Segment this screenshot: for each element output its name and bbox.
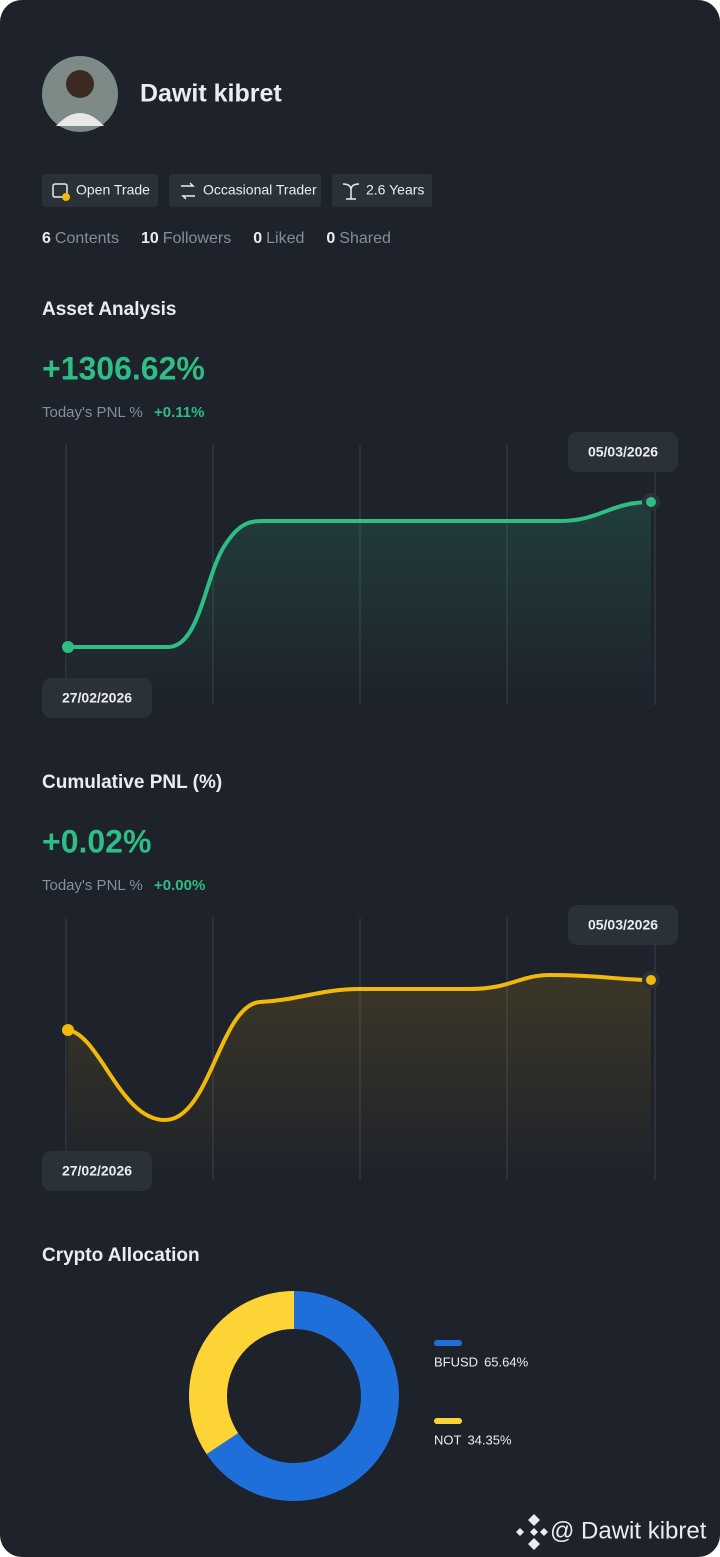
- pnl-total: +1306.62%: [42, 350, 205, 386]
- section-title: Cumulative PNL (%): [42, 772, 222, 793]
- legend-name: BFUSD: [434, 1354, 478, 1369]
- chart-area: [68, 975, 651, 1180]
- chart-line: [68, 500, 652, 649]
- tag: [42, 174, 158, 207]
- chart-line: [67, 972, 652, 1123]
- legend-swatch: [434, 1418, 462, 1424]
- start-date: 27/02/2026: [62, 1163, 132, 1179]
- donut-segment: [189, 1291, 399, 1501]
- section-title: Crypto Allocation: [42, 1245, 200, 1266]
- end-date: 05/03/2026: [588, 917, 658, 933]
- tag: [332, 174, 432, 207]
- stat-label: Followers: [163, 230, 231, 247]
- tag: [169, 174, 321, 207]
- start-date: 27/02/2026: [62, 690, 132, 706]
- stat-count: 0: [326, 230, 335, 247]
- stat-label: Shared: [339, 230, 391, 247]
- stat-count: 6: [42, 230, 51, 247]
- pnl-label: Today's PNL %: [42, 877, 143, 894]
- avatar-body: [56, 113, 104, 126]
- date-tooltip: [568, 905, 678, 945]
- watermark-logo: [516, 1514, 548, 1550]
- chart-start-dot: [62, 1024, 74, 1036]
- date-tooltip: [42, 1151, 152, 1191]
- end-date: 05/03/2026: [588, 444, 658, 460]
- tag-label: Open Trade: [76, 182, 150, 198]
- pnl-today: +0.00%: [154, 877, 205, 894]
- legend-value: 65.64%: [484, 1354, 529, 1369]
- pnl-label: Today's PNL %: [42, 404, 143, 421]
- tag-icon: [181, 182, 195, 200]
- date-tooltip: [42, 678, 152, 718]
- date-tooltip: [568, 432, 678, 472]
- stat-count: 0: [253, 230, 262, 247]
- pnl-today: +0.11%: [154, 404, 204, 421]
- watermark: @ Dawit kibret: [550, 1517, 707, 1544]
- tag-label: Occasional Trader: [203, 182, 317, 198]
- user-name: Dawit kibret: [140, 80, 282, 108]
- chart-start-dot: [62, 641, 74, 653]
- stats: 6 Contents 10 Followers 0 Liked 0 Shared: [42, 230, 391, 247]
- pnl-total: +0.02%: [42, 823, 151, 859]
- stat-label: Liked: [266, 230, 304, 247]
- tag-icon-badge: [62, 193, 70, 201]
- legend-name: NOT: [434, 1432, 462, 1447]
- chart-area: [68, 502, 651, 705]
- tag-icon: [342, 183, 360, 200]
- stat-count: 10: [141, 230, 159, 247]
- donut-chart: [189, 1291, 399, 1501]
- section-title: Asset Analysis: [42, 299, 176, 320]
- stat-label: Contents: [55, 230, 119, 247]
- tag-icon: [52, 183, 68, 198]
- chart-end-dot: [646, 975, 656, 985]
- legend-value: 34.35%: [467, 1432, 512, 1447]
- tag-label: 2.6 Years: [366, 182, 424, 198]
- chart-end-dot: [646, 497, 656, 507]
- avatar-face: [66, 70, 94, 98]
- legend-swatch: [434, 1340, 462, 1346]
